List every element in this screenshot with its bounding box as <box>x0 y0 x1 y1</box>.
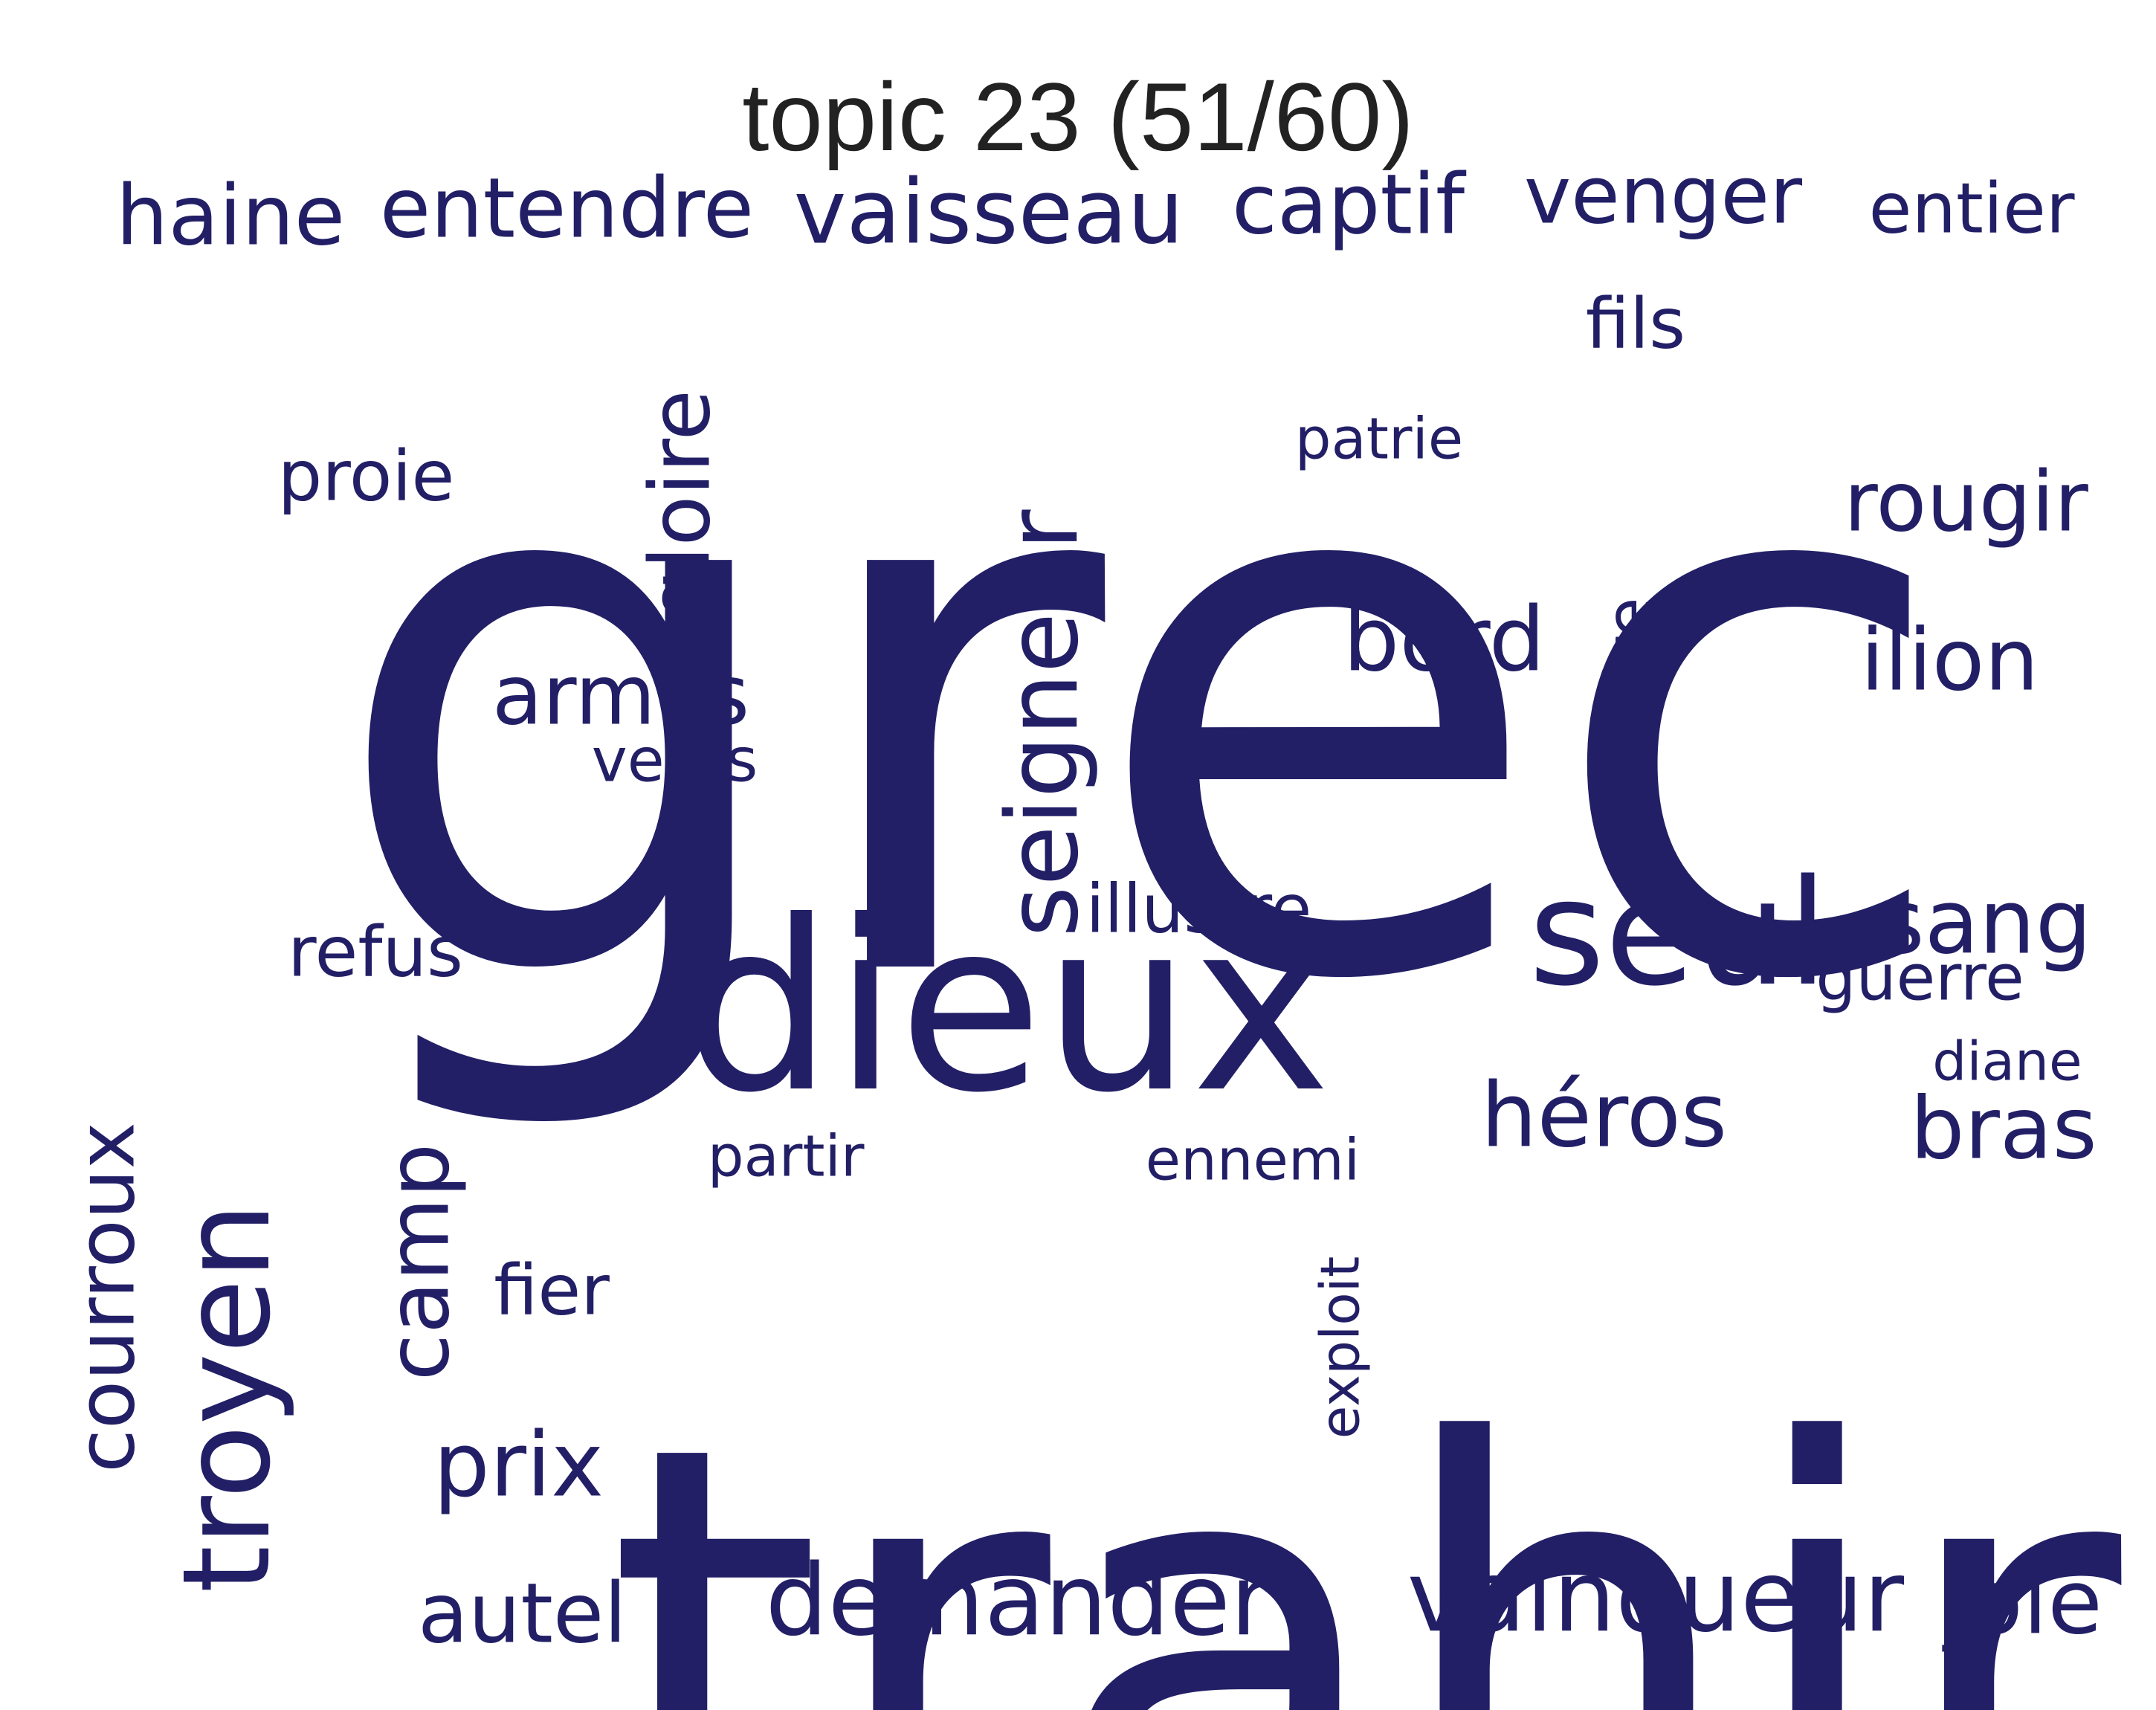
word-ilion: ilion <box>1861 610 2039 710</box>
word-partir: partir <box>708 1124 865 1190</box>
word-vents: vents <box>592 726 758 796</box>
word-guerre: guerre <box>1816 941 2024 1015</box>
word-bord: bord <box>1343 588 1545 691</box>
word-haine: haine <box>116 168 345 264</box>
word-seigneur: seigneur <box>986 509 1100 938</box>
word-entier: entier <box>1869 168 2075 249</box>
word-entendre: entendre <box>380 161 754 256</box>
word-fils: fils <box>1586 283 1685 364</box>
word-proie: proie <box>278 436 455 517</box>
word-grec: grec <box>327 277 1955 1142</box>
word-bras: bras <box>1910 1079 2097 1178</box>
word-troyen: troyen <box>157 1202 297 1593</box>
word-prix: prix <box>433 1413 604 1517</box>
word-armes: armes <box>492 648 749 743</box>
chart-title: topic 23 (51/60) <box>742 62 1414 171</box>
word-gloire: gloire <box>633 390 729 622</box>
word-refus: refus <box>288 912 463 993</box>
word-captif: captif <box>1232 157 1467 253</box>
word-demander: demander <box>765 1543 1271 1658</box>
word-joie: joie <box>1942 1551 2102 1654</box>
word-seul: seul <box>1529 849 1828 1019</box>
word-heros: héros <box>1481 1064 1728 1167</box>
word-autel: autel <box>418 1566 627 1662</box>
word-fier: fier <box>494 1250 610 1331</box>
word-camp: camp <box>369 1143 468 1381</box>
word-vaisseau: vaisseau <box>794 161 1184 264</box>
word-dieux: dieux <box>684 871 1331 1144</box>
word-cendre: cendre <box>1592 597 1669 827</box>
word-venger: venger <box>1524 149 1802 242</box>
word-trahir: trahir <box>606 1328 2127 1710</box>
word-sang: sang <box>1878 871 2091 974</box>
word-vainqueur: vainqueur <box>1407 1540 1905 1654</box>
word-exploit: exploit <box>1310 1256 1372 1439</box>
word-courroux: courroux <box>60 1122 152 1473</box>
word-diane: diane <box>1932 1031 2082 1094</box>
word-ennemi: ennemi <box>1146 1128 1360 1194</box>
word-rougir: rougir <box>1844 454 2088 550</box>
word-illustre: illustre <box>1086 871 1312 948</box>
word-patrie: patrie <box>1295 407 1463 473</box>
